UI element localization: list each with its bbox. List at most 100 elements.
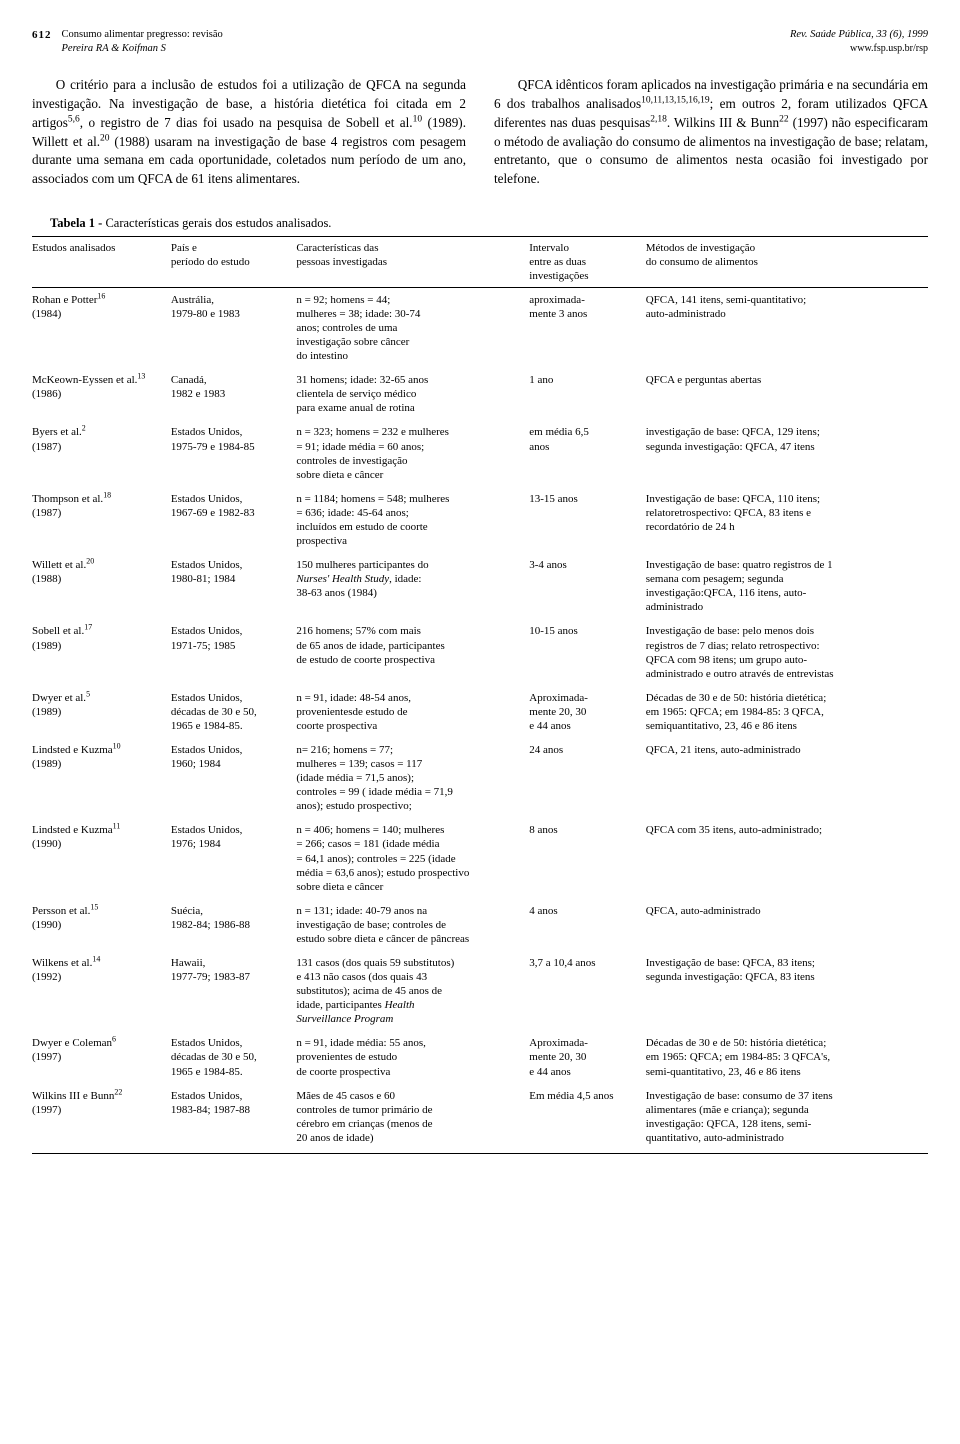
table-cell-characteristics: 216 homens; 57% com maisde 65 anos de id…: [296, 619, 529, 685]
article-short-title: Consumo alimentar pregresso: revisão: [62, 28, 223, 42]
table-row: Willett et al.20(1988)Estados Unidos,198…: [32, 553, 928, 619]
table-cell-interval: em média 6,5anos: [529, 420, 645, 486]
page-number: 612: [32, 28, 52, 56]
table-cell-interval: 3-4 anos: [529, 553, 645, 619]
col-header-study: Estudos analisados: [32, 236, 171, 287]
table-cell-country: Estados Unidos,1960; 1984: [171, 738, 296, 818]
col-header-country: País eperíodo do estudo: [171, 236, 296, 287]
table-row: McKeown-Eyssen et al.13(1986)Canadá,1982…: [32, 368, 928, 420]
table-cell-study: Willett et al.20(1988): [32, 553, 171, 619]
table-cell-interval: 24 anos: [529, 738, 645, 818]
table-body: Rohan e Potter16(1984)Austrália,1979-80 …: [32, 287, 928, 1153]
table-cell-study: Wilkens et al.14(1992): [32, 951, 171, 1031]
table-caption-label: Tabela 1 -: [50, 216, 102, 230]
table-cell-characteristics: 31 homens; idade: 32-65 anosclientela de…: [296, 368, 529, 420]
table-cell-study: McKeown-Eyssen et al.13(1986): [32, 368, 171, 420]
table-cell-study: Persson et al.15(1990): [32, 899, 171, 951]
journal-url: www.fsp.usp.br/rsp: [790, 42, 928, 56]
table-row: Lindsted e Kuzma11(1990)Estados Unidos,1…: [32, 818, 928, 898]
body-columns: O critério para a inclusão de estudos fo…: [32, 76, 928, 188]
table-cell-characteristics: Mães de 45 casos e 60controles de tumor …: [296, 1084, 529, 1154]
table-cell-country: Estados Unidos,1971-75; 1985: [171, 619, 296, 685]
table-cell-study: Lindsted e Kuzma10(1989): [32, 738, 171, 818]
table-cell-methods: QFCA, 21 itens, auto-administrado: [646, 738, 928, 818]
table-cell-characteristics: n= 216; homens = 77;mulheres = 139; caso…: [296, 738, 529, 818]
table-cell-interval: 10-15 anos: [529, 619, 645, 685]
table-cell-country: Estados Unidos,1976; 1984: [171, 818, 296, 898]
table-row: Byers et al.2(1987)Estados Unidos,1975-7…: [32, 420, 928, 486]
table-cell-characteristics: n = 91, idade média: 55 anos,proveniente…: [296, 1031, 529, 1083]
table-cell-methods: Investigação de base: QFCA, 83 itens;seg…: [646, 951, 928, 1031]
table-cell-country: Austrália,1979-80 e 1983: [171, 287, 296, 368]
table-cell-interval: 1 ano: [529, 368, 645, 420]
journal-citation: Rev. Saúde Pública, 33 (6), 1999: [790, 28, 928, 42]
table-cell-country: Estados Unidos,1975-79 e 1984-85: [171, 420, 296, 486]
table-cell-characteristics: 150 mulheres participantes doNurses' Hea…: [296, 553, 529, 619]
table-cell-study: Byers et al.2(1987): [32, 420, 171, 486]
table-cell-interval: 4 anos: [529, 899, 645, 951]
table-row: Lindsted e Kuzma10(1989)Estados Unidos,1…: [32, 738, 928, 818]
table-cell-methods: Investigação de base: QFCA, 110 itens;re…: [646, 487, 928, 553]
table-cell-country: Estados Unidos,décadas de 30 e 50,1965 e…: [171, 1031, 296, 1083]
table-row: Wilkens et al.14(1992)Hawaii,1977-79; 19…: [32, 951, 928, 1031]
table-cell-interval: Em média 4,5 anos: [529, 1084, 645, 1154]
col-header-characteristics: Características daspessoas investigadas: [296, 236, 529, 287]
table-row: Wilkins III e Bunn22(1997)Estados Unidos…: [32, 1084, 928, 1154]
table-cell-study: Lindsted e Kuzma11(1990): [32, 818, 171, 898]
table-cell-study: Dwyer et al.5(1989): [32, 686, 171, 738]
table-caption: Tabela 1 - Características gerais dos es…: [50, 215, 928, 232]
table-cell-characteristics: n = 131; idade: 40-79 anos nainvestigaçã…: [296, 899, 529, 951]
table-caption-text: Características gerais dos estudos anali…: [102, 216, 331, 230]
table-cell-interval: 13-15 anos: [529, 487, 645, 553]
table-cell-interval: 8 anos: [529, 818, 645, 898]
article-authors: Pereira RA & Koifman S: [62, 42, 223, 56]
table-cell-country: Estados Unidos,1980-81; 1984: [171, 553, 296, 619]
header-right: Rev. Saúde Pública, 33 (6), 1999 www.fsp…: [790, 28, 928, 56]
table-row: Dwyer e Coleman6(1997)Estados Unidos,déc…: [32, 1031, 928, 1083]
paragraph-left: O critério para a inclusão de estudos fo…: [32, 76, 466, 188]
body-column-right: QFCA idênticos foram aplicados na invest…: [494, 76, 928, 188]
table-cell-methods: Décadas de 30 e de 50: história dietétic…: [646, 1031, 928, 1083]
table-cell-methods: QFCA, auto-administrado: [646, 899, 928, 951]
table-cell-country: Hawaii,1977-79; 1983-87: [171, 951, 296, 1031]
table-cell-methods: investigação de base: QFCA, 129 itens;se…: [646, 420, 928, 486]
table-cell-study: Sobell et al.17(1989): [32, 619, 171, 685]
table-cell-study: Dwyer e Coleman6(1997): [32, 1031, 171, 1083]
table-cell-country: Estados Unidos,1983-84; 1987-88: [171, 1084, 296, 1154]
table-cell-country: Estados Unidos,1967-69 e 1982-83: [171, 487, 296, 553]
table-cell-study: Wilkins III e Bunn22(1997): [32, 1084, 171, 1154]
table-cell-characteristics: n = 92; homens = 44;mulheres = 38; idade…: [296, 287, 529, 368]
table-cell-methods: Investigação de base: consumo de 37 iten…: [646, 1084, 928, 1154]
table-row: Dwyer et al.5(1989)Estados Unidos,década…: [32, 686, 928, 738]
table-cell-characteristics: n = 1184; homens = 548; mulheres= 636; i…: [296, 487, 529, 553]
body-column-left: O critério para a inclusão de estudos fo…: [32, 76, 466, 188]
table-cell-methods: QFCA, 141 itens, semi-quantitativo;auto-…: [646, 287, 928, 368]
running-header: 612 Consumo alimentar pregresso: revisão…: [32, 28, 928, 56]
table-cell-characteristics: 131 casos (dos quais 59 substitutos)e 41…: [296, 951, 529, 1031]
table-cell-methods: Décadas de 30 e de 50: história dietétic…: [646, 686, 928, 738]
studies-table: Estudos analisados País eperíodo do estu…: [32, 236, 928, 1154]
table-cell-characteristics: n = 323; homens = 232 e mulheres= 91; id…: [296, 420, 529, 486]
table-cell-study: Thompson et al.18(1987): [32, 487, 171, 553]
table-cell-methods: Investigação de base: pelo menos doisreg…: [646, 619, 928, 685]
table-row: Thompson et al.18(1987)Estados Unidos,19…: [32, 487, 928, 553]
table-row: Rohan e Potter16(1984)Austrália,1979-80 …: [32, 287, 928, 368]
paragraph-right: QFCA idênticos foram aplicados na invest…: [494, 76, 928, 188]
table-cell-characteristics: n = 91, idade: 48-54 anos,provenientesde…: [296, 686, 529, 738]
table-head: Estudos analisados País eperíodo do estu…: [32, 236, 928, 287]
table-cell-interval: aproximada-mente 3 anos: [529, 287, 645, 368]
table-row: Sobell et al.17(1989)Estados Unidos,1971…: [32, 619, 928, 685]
table-cell-interval: Aproximada-mente 20, 30e 44 anos: [529, 1031, 645, 1083]
table-cell-methods: QFCA e perguntas abertas: [646, 368, 928, 420]
table-cell-country: Estados Unidos,décadas de 30 e 50,1965 e…: [171, 686, 296, 738]
table-cell-methods: Investigação de base: quatro registros d…: [646, 553, 928, 619]
table-cell-country: Suécia,1982-84; 1986-88: [171, 899, 296, 951]
table-cell-interval: Aproximada-mente 20, 30e 44 anos: [529, 686, 645, 738]
col-header-interval: Intervaloentre as duasinvestigações: [529, 236, 645, 287]
table-cell-characteristics: n = 406; homens = 140; mulheres= 266; ca…: [296, 818, 529, 898]
table-cell-methods: QFCA com 35 itens, auto-administrado;: [646, 818, 928, 898]
table-cell-interval: 3,7 a 10,4 anos: [529, 951, 645, 1031]
header-title-block: Consumo alimentar pregresso: revisão Per…: [62, 28, 223, 56]
table-cell-country: Canadá,1982 e 1983: [171, 368, 296, 420]
table-cell-study: Rohan e Potter16(1984): [32, 287, 171, 368]
